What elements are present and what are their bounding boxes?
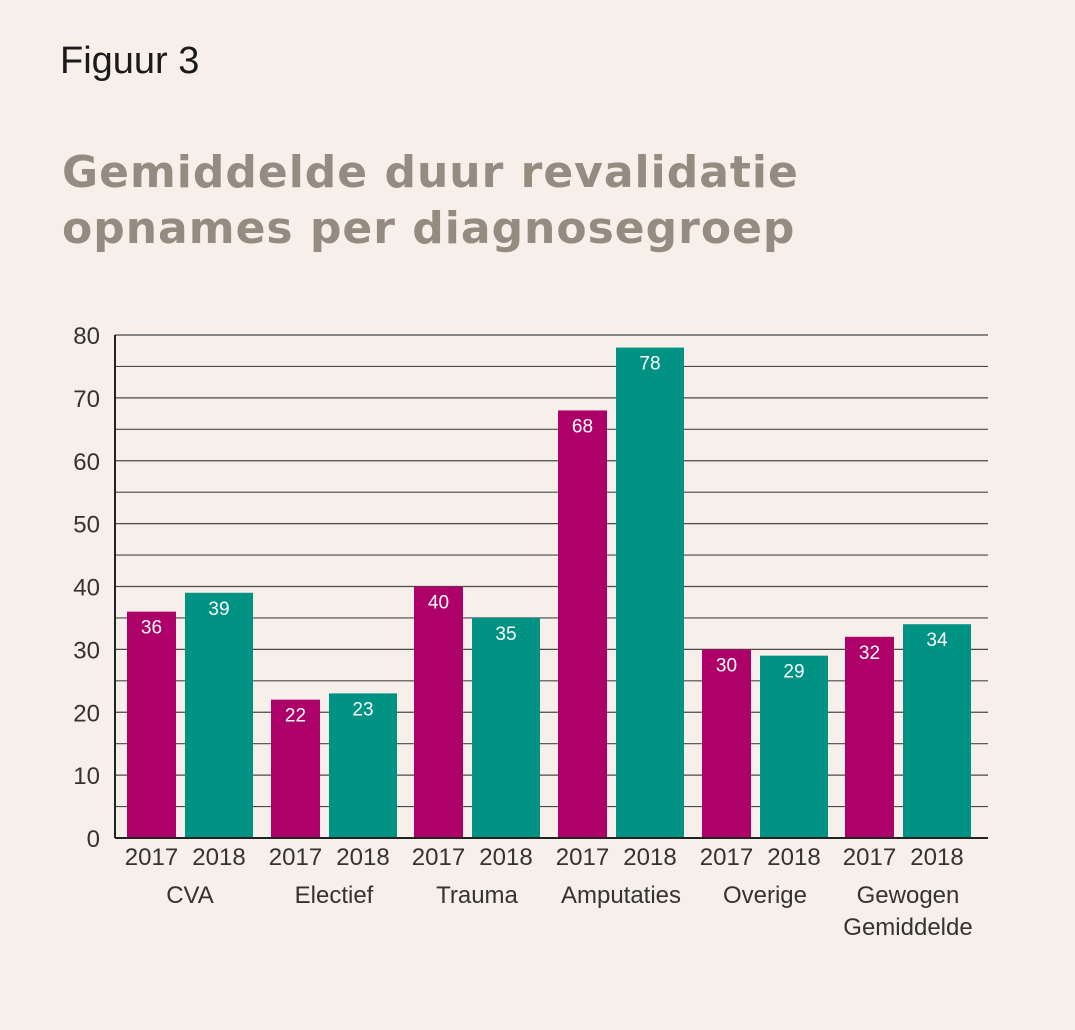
y-tick-label: 10 [73,763,100,790]
chart-title-line-2: opnames per diagnosegroep [62,203,796,254]
bar-2017 [558,410,607,838]
chart-title-line-1: Gemiddelde duur revalidatie [62,147,799,198]
bar-2017 [127,611,176,838]
figure-label: Figuur 3 [60,40,200,82]
x-tick-label-year: 2017 [556,844,609,871]
x-tick-label-year: 2017 [843,844,896,871]
bar-value-label: 68 [572,416,593,437]
bar-2017 [845,636,894,838]
y-tick-label: 60 [73,449,100,476]
y-tick-label: 80 [73,323,100,350]
category-label: Electief [295,882,374,909]
category-label: CVA [166,882,214,909]
bar-2017 [271,699,320,838]
bar-value-label: 78 [639,354,660,375]
x-tick-label-year: 2018 [336,844,389,871]
y-tick-label: 40 [73,575,100,602]
category-label: Gewogen [857,882,960,909]
bar-value-label: 39 [208,599,229,620]
y-tick-label: 50 [73,512,100,539]
bar-value-label: 32 [859,643,880,664]
category-label: Overige [723,882,807,909]
bar-2018 [185,592,253,838]
x-tick-label-year: 2017 [412,844,465,871]
bar-value-label: 23 [352,699,373,720]
y-tick-label: 0 [87,826,100,853]
x-tick-label-year: 2018 [910,844,963,871]
category-label: Gemiddelde [843,914,972,941]
category-label: Amputaties [561,882,681,909]
bar-2017 [414,586,463,838]
x-tick-label-year: 2018 [479,844,532,871]
bar-2018 [472,617,540,838]
bar-value-label: 36 [141,618,162,639]
bar-2018 [616,347,684,838]
bar-2018 [760,655,828,838]
bar-value-label: 29 [783,662,804,683]
bar-value-label: 30 [716,655,737,676]
bar-2018 [329,693,397,838]
bar-value-label: 40 [428,593,449,614]
bar-value-label: 35 [495,624,516,645]
x-tick-label-year: 2018 [767,844,820,871]
x-tick-label-year: 2017 [269,844,322,871]
category-label: Trauma [436,882,518,909]
bar-2017 [702,649,751,838]
bar-value-label: 34 [926,630,948,651]
x-tick-label-year: 2017 [125,844,178,871]
chart-title: Gemiddelde duur revalidatie opnames per … [62,145,799,257]
x-tick-label-year: 2017 [700,844,753,871]
y-tick-label: 70 [73,386,100,413]
y-tick-label: 20 [73,700,100,727]
x-tick-label-year: 2018 [192,844,245,871]
y-tick-label: 30 [73,637,100,664]
bar-value-label: 22 [285,706,306,727]
bar-2018 [903,624,971,838]
x-tick-label-year: 2018 [623,844,676,871]
